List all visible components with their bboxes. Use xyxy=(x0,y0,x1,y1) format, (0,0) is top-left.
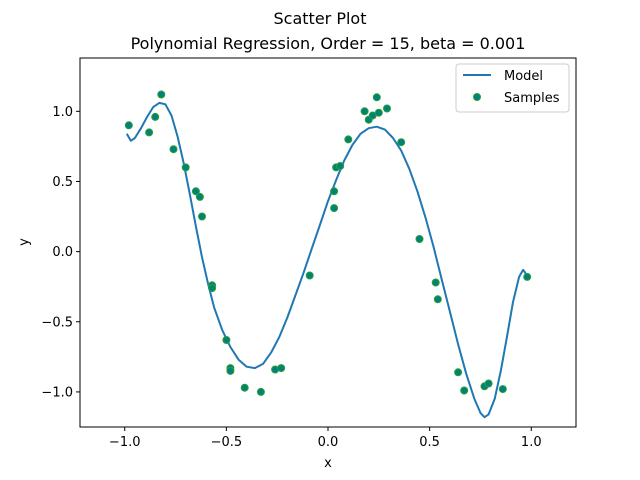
model-layer xyxy=(125,101,529,419)
sample-point xyxy=(305,271,314,280)
plot-area xyxy=(79,57,577,428)
sample-point xyxy=(222,336,231,344)
model-line xyxy=(125,101,529,419)
sample-point xyxy=(498,385,507,394)
sample-point xyxy=(383,104,391,113)
y-axis-label: y xyxy=(17,238,32,246)
y-tick-label: −1.0 xyxy=(41,385,73,400)
y-axis-ticks: −1.0 −0.5 0.0 0.5 1.0 xyxy=(41,105,80,400)
sample-point xyxy=(145,128,154,137)
y-tick-label: −0.5 xyxy=(41,315,73,330)
sample-point xyxy=(330,204,339,213)
sample-point xyxy=(195,192,204,201)
x-tick-label: −1.0 xyxy=(109,435,141,450)
sample-point xyxy=(124,121,133,130)
sample-point xyxy=(523,272,532,281)
sample-point xyxy=(336,162,345,170)
x-tick-label: −0.5 xyxy=(211,435,243,450)
y-tick-label: 1.0 xyxy=(52,105,73,120)
sample-point xyxy=(208,284,217,293)
sample-point xyxy=(198,212,206,221)
sample-point xyxy=(484,379,493,388)
sample-point xyxy=(169,145,178,154)
sample-point xyxy=(181,163,190,172)
chart-title: Scatter Plot xyxy=(274,9,367,28)
y-tick-label: 0.5 xyxy=(52,175,73,190)
samples-layer xyxy=(124,90,532,396)
x-tick-label: 0.0 xyxy=(318,435,339,450)
sample-point xyxy=(454,368,463,377)
sample-point xyxy=(397,138,406,147)
x-tick-label: 1.0 xyxy=(521,435,542,450)
x-axis-label: x xyxy=(324,456,332,471)
sample-point xyxy=(374,108,383,117)
sample-point xyxy=(372,93,381,102)
sample-point xyxy=(433,295,442,304)
sample-point xyxy=(431,278,440,287)
x-axis-ticks: −1.0 −0.5 0.0 0.5 1.0 xyxy=(109,427,542,450)
legend-model-label: Model xyxy=(504,69,543,84)
y-tick-label: 0.0 xyxy=(52,245,73,260)
legend-samples-label: Samples xyxy=(504,91,560,106)
sample-point xyxy=(256,387,265,396)
sample-point xyxy=(277,364,286,373)
legend: Model Samples xyxy=(455,63,570,113)
sample-point xyxy=(344,135,353,144)
sample-point xyxy=(157,90,166,99)
chart-subtitle: Polynomial Regression, Order = 15, beta … xyxy=(131,34,526,53)
sample-point xyxy=(240,383,249,392)
sample-point xyxy=(226,366,235,375)
sample-point xyxy=(151,112,160,121)
x-tick-label: 0.5 xyxy=(419,435,440,450)
legend-samples-swatch xyxy=(473,93,481,101)
sample-point xyxy=(415,235,424,243)
sample-point xyxy=(460,386,469,395)
sample-point xyxy=(360,107,369,116)
sample-point xyxy=(191,187,200,196)
sample-point xyxy=(330,187,339,196)
